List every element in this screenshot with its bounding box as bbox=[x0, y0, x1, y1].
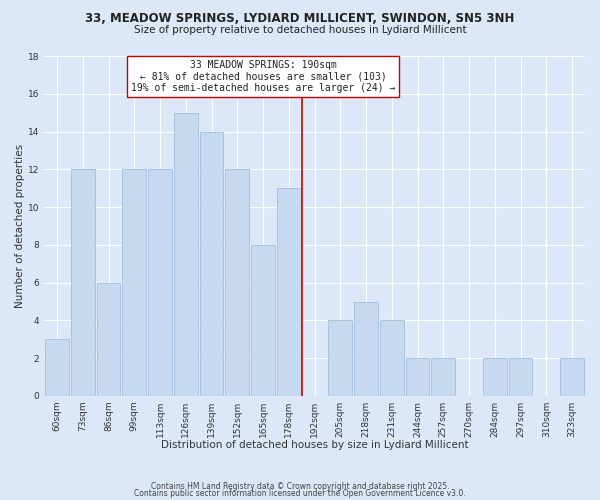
Bar bbox=[122, 170, 146, 396]
Bar bbox=[71, 170, 95, 396]
Bar bbox=[226, 170, 249, 396]
Bar bbox=[406, 358, 430, 396]
Text: 33, MEADOW SPRINGS, LYDIARD MILLICENT, SWINDON, SN5 3NH: 33, MEADOW SPRINGS, LYDIARD MILLICENT, S… bbox=[85, 12, 515, 26]
Bar bbox=[277, 188, 301, 396]
Bar bbox=[380, 320, 404, 396]
Bar bbox=[328, 320, 352, 396]
X-axis label: Distribution of detached houses by size in Lydiard Millicent: Distribution of detached houses by size … bbox=[161, 440, 469, 450]
Text: Contains public sector information licensed under the Open Government Licence v3: Contains public sector information licen… bbox=[134, 489, 466, 498]
Bar bbox=[148, 170, 172, 396]
Bar bbox=[174, 112, 197, 396]
Bar bbox=[251, 245, 275, 396]
Bar bbox=[509, 358, 532, 396]
Bar bbox=[354, 302, 378, 396]
Bar bbox=[431, 358, 455, 396]
Bar bbox=[200, 132, 223, 396]
Text: Contains HM Land Registry data © Crown copyright and database right 2025.: Contains HM Land Registry data © Crown c… bbox=[151, 482, 449, 491]
Text: Size of property relative to detached houses in Lydiard Millicent: Size of property relative to detached ho… bbox=[134, 25, 466, 35]
Text: 33 MEADOW SPRINGS: 190sqm
← 81% of detached houses are smaller (103)
19% of semi: 33 MEADOW SPRINGS: 190sqm ← 81% of detac… bbox=[131, 60, 395, 93]
Bar bbox=[483, 358, 507, 396]
Bar bbox=[45, 340, 69, 396]
Y-axis label: Number of detached properties: Number of detached properties bbox=[15, 144, 25, 308]
Bar bbox=[97, 282, 121, 396]
Bar bbox=[560, 358, 584, 396]
